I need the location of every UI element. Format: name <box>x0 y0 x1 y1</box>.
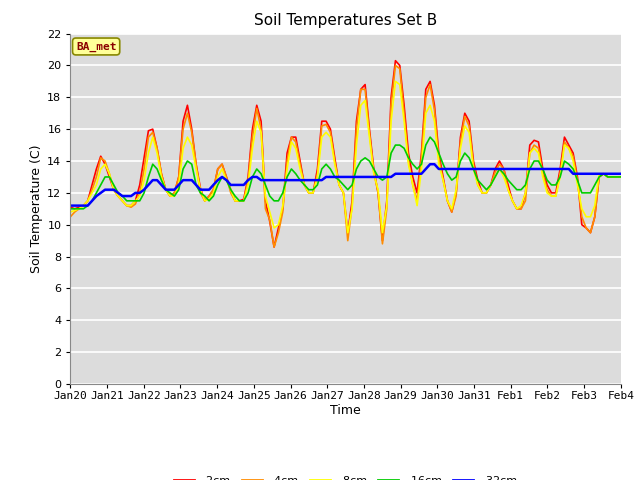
-32cm <box>201 187 209 192</box>
-32cm <box>67 203 74 208</box>
-8cm <box>617 174 625 180</box>
-4cm <box>296 161 304 167</box>
-32cm <box>353 174 360 180</box>
-32cm <box>292 177 300 183</box>
-4cm <box>600 171 607 177</box>
-8cm <box>548 193 556 199</box>
-32cm <box>543 166 551 172</box>
-8cm <box>67 209 74 215</box>
-4cm <box>67 214 74 220</box>
Text: BA_met: BA_met <box>76 41 116 51</box>
-2cm <box>392 58 399 63</box>
-4cm <box>357 86 365 92</box>
-8cm <box>600 171 607 177</box>
-16cm <box>201 193 209 199</box>
Title: Soil Temperatures Set B: Soil Temperatures Set B <box>254 13 437 28</box>
-2cm <box>296 158 304 164</box>
-16cm <box>595 174 603 180</box>
-8cm <box>270 225 278 231</box>
Y-axis label: Soil Temperature (C): Soil Temperature (C) <box>30 144 43 273</box>
-8cm <box>344 230 351 236</box>
-16cm <box>270 198 278 204</box>
-8cm <box>201 198 209 204</box>
Line: -16cm: -16cm <box>70 137 621 209</box>
Line: -4cm: -4cm <box>70 65 621 247</box>
-32cm <box>270 177 278 183</box>
-2cm <box>270 244 278 250</box>
-2cm <box>548 190 556 196</box>
-32cm <box>617 171 625 177</box>
-4cm <box>617 174 625 180</box>
-16cm <box>617 174 625 180</box>
-32cm <box>595 171 603 177</box>
-8cm <box>292 145 300 151</box>
Line: -2cm: -2cm <box>70 60 621 247</box>
-2cm <box>357 86 365 92</box>
-2cm <box>201 198 209 204</box>
-4cm <box>392 62 399 68</box>
Line: -32cm: -32cm <box>70 164 621 205</box>
-8cm <box>357 102 365 108</box>
Line: -8cm: -8cm <box>70 82 621 233</box>
-16cm <box>353 166 360 172</box>
-16cm <box>426 134 434 140</box>
-4cm <box>548 193 556 199</box>
-32cm <box>426 161 434 167</box>
-16cm <box>292 171 300 177</box>
-4cm <box>201 198 209 204</box>
-16cm <box>67 206 74 212</box>
-4cm <box>270 244 278 250</box>
-2cm <box>67 204 74 210</box>
X-axis label: Time: Time <box>330 404 361 417</box>
-2cm <box>617 174 625 180</box>
-2cm <box>275 225 282 231</box>
-16cm <box>543 177 551 183</box>
Legend: -2cm, -4cm, -8cm, -16cm, -32cm: -2cm, -4cm, -8cm, -16cm, -32cm <box>170 472 522 480</box>
-4cm <box>275 230 282 236</box>
-8cm <box>392 79 399 84</box>
-2cm <box>600 171 607 177</box>
